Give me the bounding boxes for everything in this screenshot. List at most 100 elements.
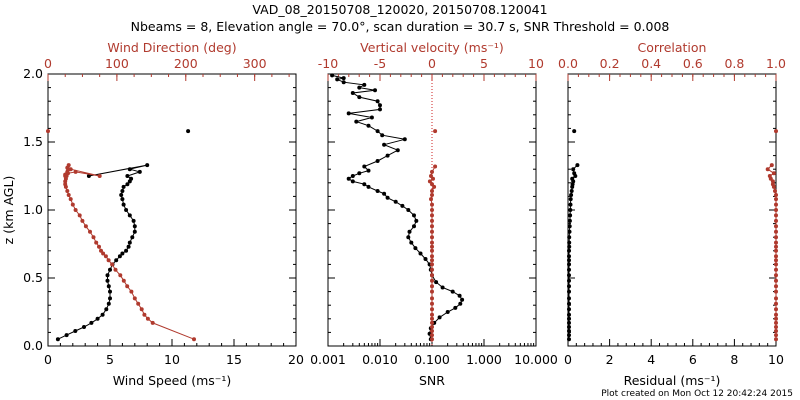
vertical-velocity-point bbox=[430, 325, 434, 329]
wind-speed-point bbox=[55, 337, 60, 342]
correlation-point bbox=[774, 235, 778, 240]
title-line-2: Nbeams = 8, Elevation angle = 70.0°, sca… bbox=[131, 19, 670, 34]
snr-point bbox=[375, 99, 380, 104]
correlation-point bbox=[774, 284, 778, 289]
vertical-velocity-point bbox=[430, 189, 434, 193]
correlation-point bbox=[774, 197, 778, 202]
correlation-point bbox=[767, 174, 772, 178]
vertical-velocity-point bbox=[430, 329, 434, 333]
wind-direction-point bbox=[101, 251, 106, 256]
snr-point bbox=[335, 77, 340, 82]
vertical-velocity-point bbox=[430, 337, 434, 342]
wind-speed-point bbox=[132, 224, 137, 229]
wind-speed-point bbox=[114, 258, 119, 263]
top-tick-label: 200 bbox=[174, 56, 198, 71]
bottom-tick-label: 1.000 bbox=[466, 352, 502, 367]
snr-point bbox=[414, 218, 419, 223]
wind-direction-point bbox=[118, 273, 123, 278]
snr-point bbox=[375, 189, 380, 193]
correlation-point bbox=[774, 325, 778, 329]
wind-direction-point bbox=[129, 289, 134, 294]
residual-point bbox=[567, 333, 571, 338]
correlation-point bbox=[774, 229, 778, 234]
wind-speed-point bbox=[105, 273, 110, 278]
wind-speed-point bbox=[127, 213, 132, 218]
snr-point bbox=[412, 224, 416, 229]
top-tick-label: 0 bbox=[44, 56, 52, 71]
wind-speed-point bbox=[120, 189, 125, 193]
correlation-point bbox=[774, 193, 778, 197]
wind-direction-point bbox=[70, 202, 75, 207]
correlation-point bbox=[774, 278, 778, 283]
residual-panel: Residual (ms⁻¹) Correlation 0 2 4 6 8 10 0.0 0.… bbox=[558, 40, 786, 388]
wind-direction-point bbox=[94, 240, 99, 245]
bottom-tick-label: 10.000 bbox=[514, 352, 558, 367]
residual-point bbox=[567, 284, 571, 289]
wind-speed-point bbox=[108, 289, 112, 294]
residual-point bbox=[568, 213, 573, 218]
wind-speed-point bbox=[132, 229, 137, 234]
snr-point bbox=[375, 159, 380, 163]
residual-point bbox=[567, 312, 571, 317]
wind-speed-point bbox=[95, 316, 100, 321]
residual-point bbox=[567, 296, 571, 301]
wind-direction-point bbox=[150, 320, 155, 325]
snr-point bbox=[357, 85, 362, 90]
wind-speed-point bbox=[117, 254, 122, 259]
top-tick-label: 0.4 bbox=[641, 56, 661, 71]
residual-point bbox=[567, 229, 572, 234]
snr-point bbox=[382, 191, 387, 196]
plot-created-footer: Plot created on Mon Oct 12 20:42:24 2015 bbox=[601, 389, 793, 399]
vertical-velocity-point bbox=[430, 262, 434, 267]
correlation-point bbox=[774, 296, 778, 301]
vertical-velocity-point bbox=[430, 208, 434, 212]
correlation-point bbox=[774, 248, 778, 253]
snr-point bbox=[357, 95, 362, 100]
snr-point bbox=[378, 103, 382, 108]
vertical-velocity-point bbox=[430, 235, 434, 240]
bottom-tick-label: 6 bbox=[689, 352, 697, 367]
snr-point bbox=[453, 305, 458, 310]
snr-point bbox=[357, 171, 362, 176]
correlation-point bbox=[774, 312, 778, 317]
wind-direction-point bbox=[192, 337, 196, 342]
snr-point bbox=[437, 315, 442, 320]
snr-point bbox=[380, 133, 385, 138]
residual-point bbox=[568, 202, 573, 207]
vertical-velocity-point bbox=[430, 301, 434, 306]
correlation-point bbox=[774, 329, 778, 333]
wind-speed-point bbox=[127, 167, 132, 172]
snr-point bbox=[423, 257, 428, 261]
bottom-tick-label: 15 bbox=[226, 352, 242, 367]
residual-axis-label: Residual (ms⁻¹) bbox=[624, 373, 721, 388]
wind-direction-point bbox=[66, 171, 70, 176]
snr-point bbox=[440, 285, 445, 290]
vertical-velocity-point bbox=[430, 193, 434, 197]
vertical-velocity-point bbox=[432, 184, 437, 189]
snr-point bbox=[395, 148, 400, 153]
residual-point bbox=[567, 224, 572, 229]
vertical-velocity-axis-label: Vertical velocity (ms⁻¹) bbox=[360, 40, 504, 55]
snr-point bbox=[406, 235, 411, 240]
residual-point bbox=[569, 189, 574, 193]
correlation-point bbox=[774, 333, 778, 338]
vertical-velocity-point bbox=[427, 179, 432, 184]
wind-speed-point bbox=[120, 197, 125, 202]
snr-point bbox=[350, 174, 355, 178]
y-tick-label: 2.0 bbox=[23, 66, 43, 81]
wind-direction-point bbox=[110, 262, 115, 267]
wind-direction-point bbox=[65, 165, 70, 170]
correlation-point bbox=[770, 182, 775, 187]
wind-speed-point bbox=[106, 301, 111, 306]
vertical-velocity-point bbox=[430, 244, 434, 249]
wind-speed-point bbox=[130, 235, 135, 240]
vertical-velocity-point bbox=[430, 333, 434, 338]
correlation-point bbox=[774, 208, 778, 212]
vertical-velocity-point bbox=[430, 240, 434, 245]
snr-point bbox=[330, 73, 335, 78]
wind-direction-point bbox=[142, 312, 147, 317]
correlation-point bbox=[774, 301, 778, 306]
correlation-point bbox=[773, 189, 777, 193]
wind-direction-point bbox=[132, 296, 137, 301]
